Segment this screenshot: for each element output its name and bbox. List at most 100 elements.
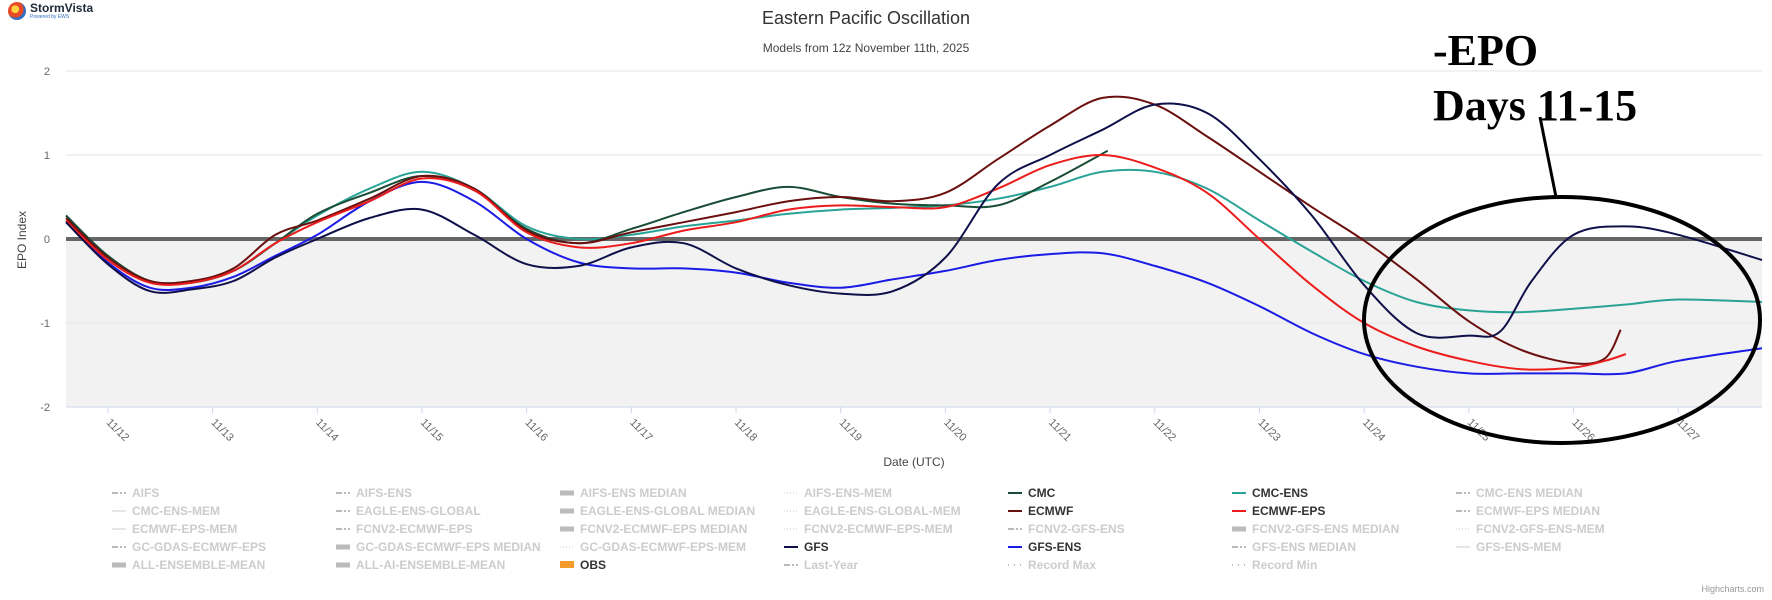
x-tick-label: 11/16 bbox=[523, 417, 550, 444]
legend-item[interactable]: GFS-ENS-MEM bbox=[1456, 540, 1561, 554]
legend-item[interactable]: GC-GDAS-ECMWF-EPS bbox=[112, 540, 266, 554]
series-line-gfs-ens[interactable] bbox=[65, 180, 1763, 376]
legend-label: GFS-ENS-MEM bbox=[1476, 540, 1561, 554]
legend-label: FCNV2-ECMWF-EPS MEDIAN bbox=[580, 522, 747, 536]
annotation-pointer bbox=[1538, 116, 1558, 198]
y-tick-label: 1 bbox=[44, 150, 50, 162]
legend-label: FCNV2-GFS-ENS bbox=[1028, 522, 1125, 536]
series-lines bbox=[65, 95, 1763, 376]
x-tick-label: 11/13 bbox=[208, 417, 235, 444]
legend-label: AIFS-ENS MEDIAN bbox=[580, 486, 687, 500]
annotation-line-2: Days 11-15 bbox=[1433, 81, 1638, 130]
legend-item[interactable]: AIFS-ENS-MEM bbox=[784, 486, 892, 500]
legend-label: AIFS-ENS bbox=[356, 486, 412, 500]
legend-label: FCNV2-GFS-ENS-MEM bbox=[1476, 522, 1605, 536]
legend-item[interactable]: GFS-ENS bbox=[1008, 540, 1081, 554]
y-axis-title: EPO Index bbox=[15, 211, 29, 269]
legend-label: FCNV2-ECMWF-EPS bbox=[356, 522, 473, 536]
y-axis-tick-labels: 2 1 0 -1 -2 bbox=[40, 66, 50, 414]
series-line-gfs[interactable] bbox=[65, 102, 1763, 339]
legend-item[interactable]: FCNV2-ECMWF-EPS bbox=[336, 522, 473, 536]
legend-item[interactable]: CMC-ENS bbox=[1232, 486, 1308, 500]
legend-item[interactable]: Last-Year bbox=[784, 558, 858, 572]
x-tick-label: 11/12 bbox=[104, 417, 131, 444]
legend-item[interactable]: ALL-AI-ENSEMBLE-MEAN bbox=[336, 558, 505, 572]
legend-item[interactable]: ECMWF bbox=[1008, 504, 1073, 518]
legend-label: Record Max bbox=[1028, 558, 1096, 572]
legend-item[interactable]: GFS bbox=[784, 540, 829, 554]
legend-item[interactable]: EAGLE-ENS-GLOBAL-MEM bbox=[784, 504, 961, 518]
legend-label: EAGLE-ENS-GLOBAL bbox=[356, 504, 481, 518]
x-tick-label: 11/18 bbox=[732, 417, 759, 444]
legend-label: OBS bbox=[580, 558, 606, 572]
y-tick-label: 0 bbox=[44, 234, 50, 246]
legend-item[interactable]: ECMWF-EPS MEDIAN bbox=[1456, 504, 1600, 518]
legend-label: GFS bbox=[804, 540, 829, 554]
highcharts-credits-link[interactable]: Highcharts.com bbox=[1701, 584, 1764, 594]
legend-label: AIFS bbox=[132, 486, 159, 500]
legend-label: GFS-ENS bbox=[1028, 540, 1081, 554]
x-tick-label: 11/15 bbox=[418, 417, 445, 444]
legend-label: EAGLE-ENS-GLOBAL-MEM bbox=[804, 504, 961, 518]
legend-item[interactable]: GC-GDAS-ECMWF-EPS MEDIAN bbox=[336, 540, 541, 554]
legend-item[interactable]: FCNV2-ECMWF-EPS-MEM bbox=[784, 522, 953, 536]
legend-item[interactable]: CMC bbox=[1008, 486, 1056, 500]
legend-symbol bbox=[560, 561, 574, 568]
legend-label: AIFS-ENS-MEM bbox=[804, 486, 892, 500]
annotation-circle bbox=[1362, 195, 1762, 445]
x-tick-label: 11/23 bbox=[1255, 417, 1282, 444]
logo-mark-icon bbox=[8, 2, 26, 20]
legend-item[interactable]: EAGLE-ENS-GLOBAL bbox=[336, 504, 481, 518]
x-tick-label: 11/22 bbox=[1151, 417, 1178, 444]
stormvista-logo[interactable]: StormVista Powered by EWS bbox=[8, 2, 93, 20]
legend-label: ALL-AI-ENSEMBLE-MEAN bbox=[356, 558, 505, 572]
legend-item[interactable]: ECMWF-EPS-MEM bbox=[112, 522, 237, 536]
legend-item[interactable]: Record Min bbox=[1232, 558, 1317, 572]
series-line-ecmwf[interactable] bbox=[65, 95, 1622, 365]
legend-item[interactable]: Record Max bbox=[1008, 558, 1096, 572]
x-tick-label: 11/21 bbox=[1046, 417, 1073, 444]
y-tick-label: -2 bbox=[40, 402, 50, 414]
legend-item[interactable]: FCNV2-ECMWF-EPS MEDIAN bbox=[560, 522, 747, 536]
legend-label: Last-Year bbox=[804, 558, 858, 572]
y-tick-label: -1 bbox=[40, 318, 50, 330]
legend-item[interactable]: EAGLE-ENS-GLOBAL MEDIAN bbox=[560, 504, 755, 518]
chart-title: Eastern Pacific Oscillation bbox=[762, 8, 970, 28]
legend-item[interactable]: ECMWF-EPS bbox=[1232, 504, 1325, 518]
legend-label: CMC-ENS-MEM bbox=[132, 504, 220, 518]
legend-item[interactable]: FCNV2-GFS-ENS-MEM bbox=[1456, 522, 1605, 536]
legend-label: CMC-ENS bbox=[1252, 486, 1308, 500]
legend-item[interactable]: AIFS bbox=[112, 486, 159, 500]
x-tick-label: 11/14 bbox=[313, 417, 340, 444]
x-axis-title: Date (UTC) bbox=[883, 455, 944, 469]
legend-label: ECMWF-EPS bbox=[1252, 504, 1325, 518]
legend-label: CMC-ENS MEDIAN bbox=[1476, 486, 1583, 500]
legend-item[interactable]: ALL-ENSEMBLE-MEAN bbox=[112, 558, 265, 572]
legend-item[interactable]: GFS-ENS MEDIAN bbox=[1232, 540, 1356, 554]
x-tick-label: 11/19 bbox=[837, 417, 864, 444]
x-tick-label: 11/20 bbox=[941, 417, 968, 444]
series-line-ecmwf-eps[interactable] bbox=[65, 153, 1627, 371]
legend-item[interactable]: FCNV2-GFS-ENS MEDIAN bbox=[1232, 522, 1399, 536]
annotation-line-1: -EPO bbox=[1433, 26, 1539, 75]
legend-item[interactable]: CMC-ENS-MEM bbox=[112, 504, 220, 518]
legend-item[interactable]: OBS bbox=[560, 558, 606, 572]
chart-legend: AIFS AIFS-ENS AIFS-ENS MEDIAN AIFS-ENS-MEM C… bbox=[112, 486, 1605, 572]
legend-label: FCNV2-ECMWF-EPS-MEM bbox=[804, 522, 953, 536]
legend-item[interactable]: AIFS-ENS bbox=[336, 486, 412, 500]
legend-label: FCNV2-GFS-ENS MEDIAN bbox=[1252, 522, 1399, 536]
legend-label: ALL-ENSEMBLE-MEAN bbox=[132, 558, 265, 572]
legend-item[interactable]: FCNV2-GFS-ENS bbox=[1008, 522, 1125, 536]
legend-item[interactable]: AIFS-ENS MEDIAN bbox=[560, 486, 687, 500]
logo-name: StormVista bbox=[30, 1, 94, 15]
legend-item[interactable]: GC-GDAS-ECMWF-EPS-MEM bbox=[560, 540, 746, 554]
legend-item[interactable]: CMC-ENS MEDIAN bbox=[1456, 486, 1583, 500]
legend-label: GC-GDAS-ECMWF-EPS-MEM bbox=[580, 540, 746, 554]
legend-label: GFS-ENS MEDIAN bbox=[1252, 540, 1356, 554]
legend-label: GC-GDAS-ECMWF-EPS bbox=[132, 540, 266, 554]
legend-label: EAGLE-ENS-GLOBAL MEDIAN bbox=[580, 504, 755, 518]
legend-label: ECMWF bbox=[1028, 504, 1073, 518]
chart-subtitle: Models from 12z November 11th, 2025 bbox=[763, 41, 970, 55]
logo-tagline: Powered by EWS bbox=[30, 14, 70, 20]
